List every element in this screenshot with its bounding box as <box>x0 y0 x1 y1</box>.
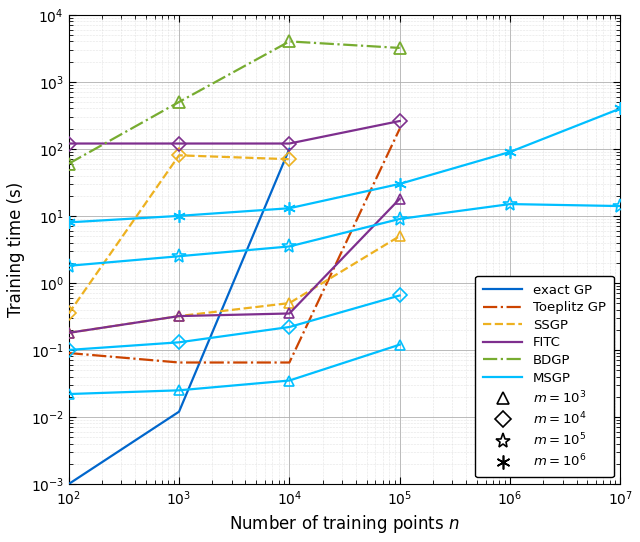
Legend: exact GP, Toeplitz GP, SSGP, FITC, BDGP, MSGP, $m = 10^3$, $m = 10^4$, $m = 10^5: exact GP, Toeplitz GP, SSGP, FITC, BDGP,… <box>475 276 614 478</box>
X-axis label: Number of training points $n$: Number of training points $n$ <box>229 513 460 535</box>
Y-axis label: Training time (s): Training time (s) <box>7 182 25 317</box>
